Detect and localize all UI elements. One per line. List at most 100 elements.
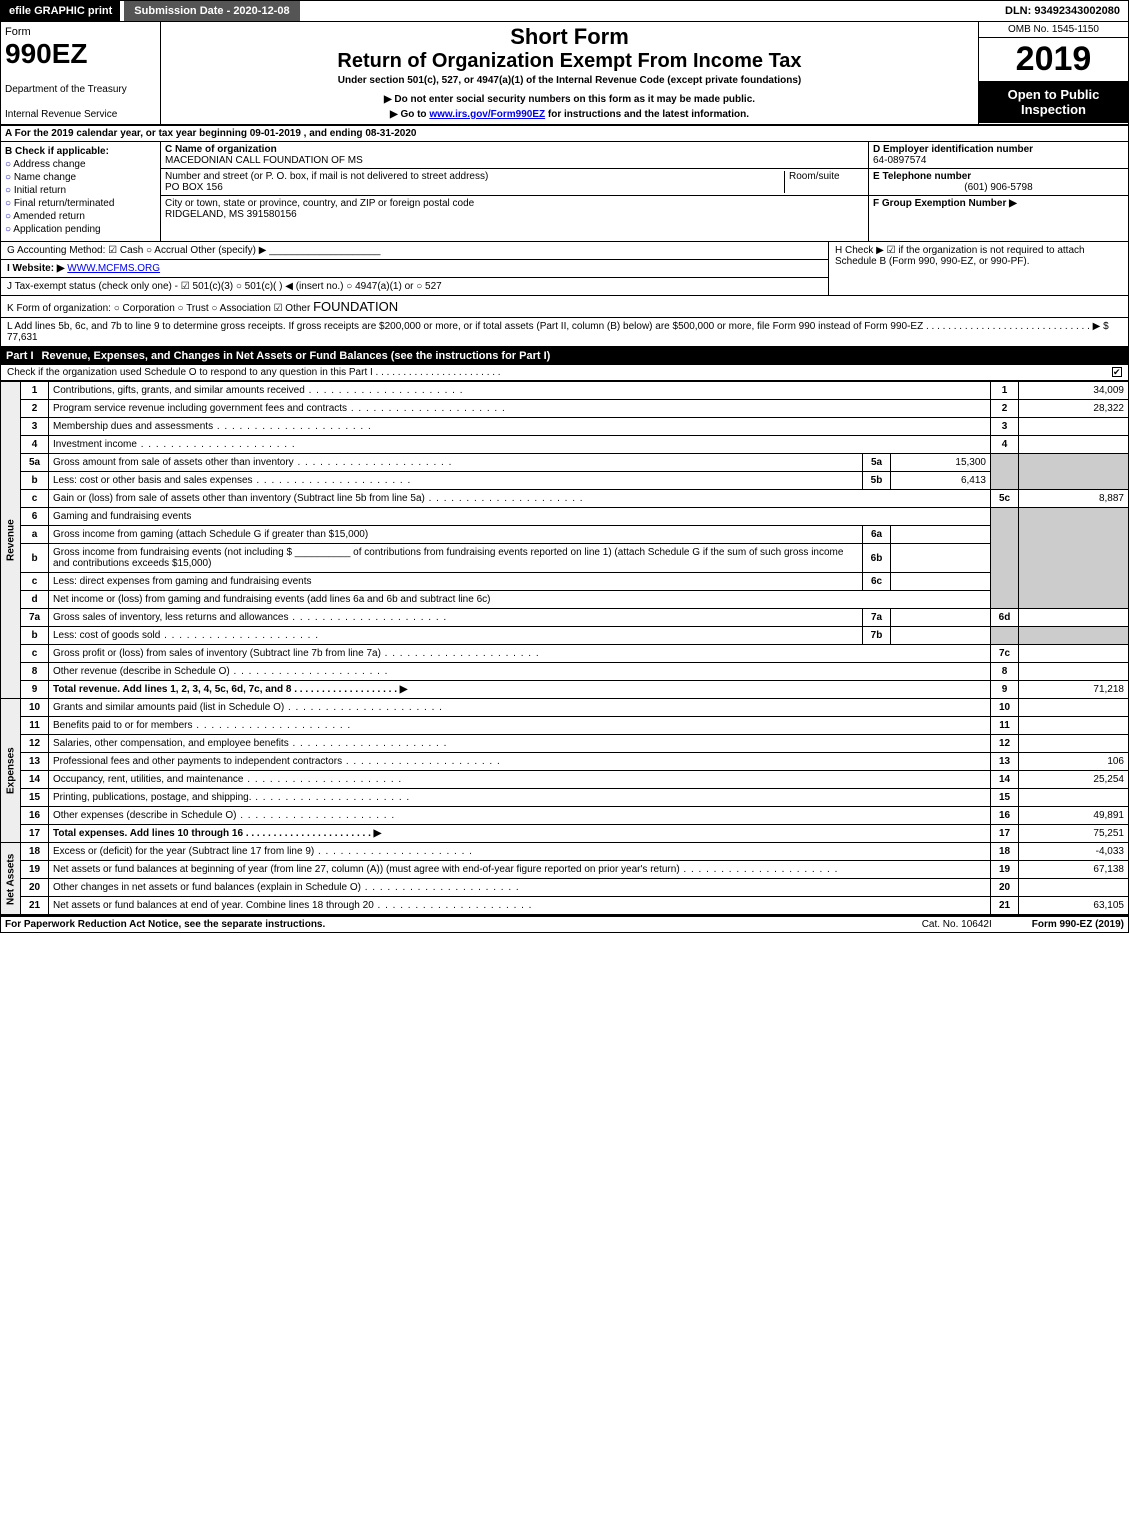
room-label: Room/suite [789, 171, 840, 182]
l6c-desc: Less: direct expenses from gaming and fu… [53, 576, 311, 587]
l10-val [1019, 699, 1129, 717]
l20-val [1019, 879, 1129, 897]
under-section-text: Under section 501(c), 527, or 4947(a)(1)… [167, 75, 972, 86]
l7b-graybox [991, 627, 1019, 645]
l3-box: 3 [991, 418, 1019, 436]
l20-desc: Other changes in net assets or fund bala… [53, 882, 520, 893]
phone-value: (601) 906-5798 [873, 182, 1124, 193]
line-8: 8 Other revenue (describe in Schedule O)… [1, 663, 1129, 681]
l15-num: 15 [21, 789, 49, 807]
l13-box: 13 [991, 753, 1019, 771]
line-17: 17 Total expenses. Add lines 10 through … [1, 825, 1129, 843]
row-g-accounting: G Accounting Method: ☑ Cash ○ Accrual Ot… [1, 242, 828, 260]
return-title: Return of Organization Exempt From Incom… [167, 50, 972, 73]
l9-val: 71,218 [1019, 681, 1129, 699]
col-c-org-info: C Name of organization MACEDONIAN CALL F… [161, 142, 868, 241]
chk-name-change[interactable]: Name change [5, 172, 156, 183]
l6b-desc: Gross income from fundraising events (no… [53, 547, 843, 569]
l7c-desc: Gross profit or (loss) from sales of inv… [53, 648, 540, 659]
line-6d: d Net income or (loss) from gaming and f… [1, 591, 1129, 609]
website-pre: I Website: ▶ [7, 263, 65, 274]
l4-desc: Investment income [53, 439, 296, 450]
line-5b: b Less: cost or other basis and sales ex… [1, 472, 1129, 490]
l2-val: 28,322 [1019, 400, 1129, 418]
chk-final-return[interactable]: Final return/terminated [5, 198, 156, 209]
col-b-checkboxes: B Check if applicable: Address change Na… [1, 142, 161, 241]
form-word: Form [5, 26, 156, 38]
side-revenue: Revenue [1, 382, 21, 699]
side-expenses: Expenses [1, 699, 21, 843]
l13-num: 13 [21, 753, 49, 771]
l18-val: -4,033 [1019, 843, 1129, 861]
l13-desc: Professional fees and other payments to … [53, 756, 501, 767]
l2-num: 2 [21, 400, 49, 418]
goto-post: for instructions and the latest informat… [548, 109, 749, 120]
l14-desc: Occupancy, rent, utilities, and maintena… [53, 774, 402, 785]
side-net-assets: Net Assets [1, 843, 21, 915]
chk-initial-return[interactable]: Initial return [5, 185, 156, 196]
l15-box: 15 [991, 789, 1019, 807]
l3-val [1019, 418, 1129, 436]
gh-block: G Accounting Method: ☑ Cash ○ Accrual Ot… [0, 242, 1129, 296]
top-bar: efile GRAPHIC print Submission Date - 20… [0, 0, 1129, 22]
page-footer: For Paperwork Reduction Act Notice, see … [0, 915, 1129, 933]
line-11: 11 Benefits paid to or for members 11 [1, 717, 1129, 735]
row-h-schedule-b: H Check ▶ ☑ if the organization is not r… [828, 242, 1128, 295]
l7c-num: c [21, 645, 49, 663]
addr-value: PO BOX 156 [165, 182, 223, 193]
ssn-note: ▶ Do not enter social security numbers o… [167, 94, 972, 105]
header-right: OMB No. 1545-1150 2019 Open to Public In… [978, 22, 1128, 124]
l6d-val [1019, 609, 1129, 627]
l9-desc: Total revenue. Add lines 1, 2, 3, 4, 5c,… [53, 684, 407, 695]
website-link[interactable]: WWW.MCFMS.ORG [67, 263, 160, 274]
line-7c: c Gross profit or (loss) from sales of i… [1, 645, 1129, 663]
group-exemption-row: F Group Exemption Number ▶ [869, 196, 1128, 211]
l7b-desc: Less: cost of goods sold [53, 630, 319, 641]
l11-box: 11 [991, 717, 1019, 735]
chk-amended-return[interactable]: Amended return [5, 211, 156, 222]
l14-box: 14 [991, 771, 1019, 789]
city-value: RIDGELAND, MS 391580156 [165, 209, 297, 220]
l6a-sb: 6a [863, 526, 891, 544]
group-exemption-label: F Group Exemption Number ▶ [873, 198, 1017, 209]
line-13: 13 Professional fees and other payments … [1, 753, 1129, 771]
l6a-num: a [21, 526, 49, 544]
l6-graybox [991, 508, 1019, 609]
phone-row: E Telephone number (601) 906-5798 [869, 169, 1128, 196]
col-def: D Employer identification number 64-0897… [868, 142, 1128, 241]
row-k-pre: K Form of organization: ○ Corporation ○ … [7, 303, 313, 314]
col-b-title: B Check if applicable: [5, 146, 156, 157]
line-12: 12 Salaries, other compensation, and emp… [1, 735, 1129, 753]
l4-val [1019, 436, 1129, 454]
l5a-sv: 15,300 [891, 454, 991, 472]
part-1-checkbox[interactable] [1112, 367, 1122, 377]
l4-num: 4 [21, 436, 49, 454]
l2-desc: Program service revenue including govern… [53, 403, 506, 414]
l16-desc: Other expenses (describe in Schedule O) [53, 810, 395, 821]
l7a-num: 7a [21, 609, 49, 627]
l11-num: 11 [21, 717, 49, 735]
row-i-website: I Website: ▶ WWW.MCFMS.ORG [1, 260, 828, 278]
irs-link[interactable]: www.irs.gov/Form990EZ [429, 109, 545, 120]
l6d-box: 6d [991, 609, 1019, 627]
l11-val [1019, 717, 1129, 735]
l5c-val: 8,887 [1019, 490, 1129, 508]
efile-print-button[interactable]: efile GRAPHIC print [1, 1, 120, 21]
goto-line: ▶ Go to www.irs.gov/Form990EZ for instru… [167, 109, 972, 120]
l5c-num: c [21, 490, 49, 508]
chk-application-pending[interactable]: Application pending [5, 224, 156, 235]
lines-table: Revenue 1 Contributions, gifts, grants, … [0, 381, 1129, 915]
l7b-sb: 7b [863, 627, 891, 645]
l13-val: 106 [1019, 753, 1129, 771]
l5a-num: 5a [21, 454, 49, 472]
l6b-sb: 6b [863, 544, 891, 573]
form-number: 990EZ [5, 38, 156, 70]
chk-address-change[interactable]: Address change [5, 159, 156, 170]
l6c-sb: 6c [863, 573, 891, 591]
l6-desc: Gaming and fundraising events [53, 511, 191, 522]
short-form-title: Short Form [167, 24, 972, 50]
l5b-desc: Less: cost or other basis and sales expe… [53, 475, 411, 486]
row-j-tax-exempt: J Tax-exempt status (check only one) - ☑… [1, 278, 828, 295]
l12-box: 12 [991, 735, 1019, 753]
l18-num: 18 [21, 843, 49, 861]
